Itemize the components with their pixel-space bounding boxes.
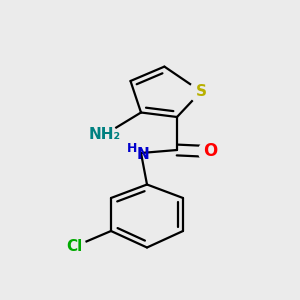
Text: H: H: [127, 142, 137, 155]
Text: Cl: Cl: [66, 239, 82, 254]
Circle shape: [94, 123, 116, 146]
Circle shape: [190, 80, 212, 103]
Text: O: O: [203, 142, 217, 160]
Circle shape: [199, 140, 221, 163]
Text: S: S: [196, 84, 206, 99]
Circle shape: [63, 235, 86, 258]
Text: N: N: [136, 147, 149, 162]
Text: NH₂: NH₂: [89, 127, 121, 142]
